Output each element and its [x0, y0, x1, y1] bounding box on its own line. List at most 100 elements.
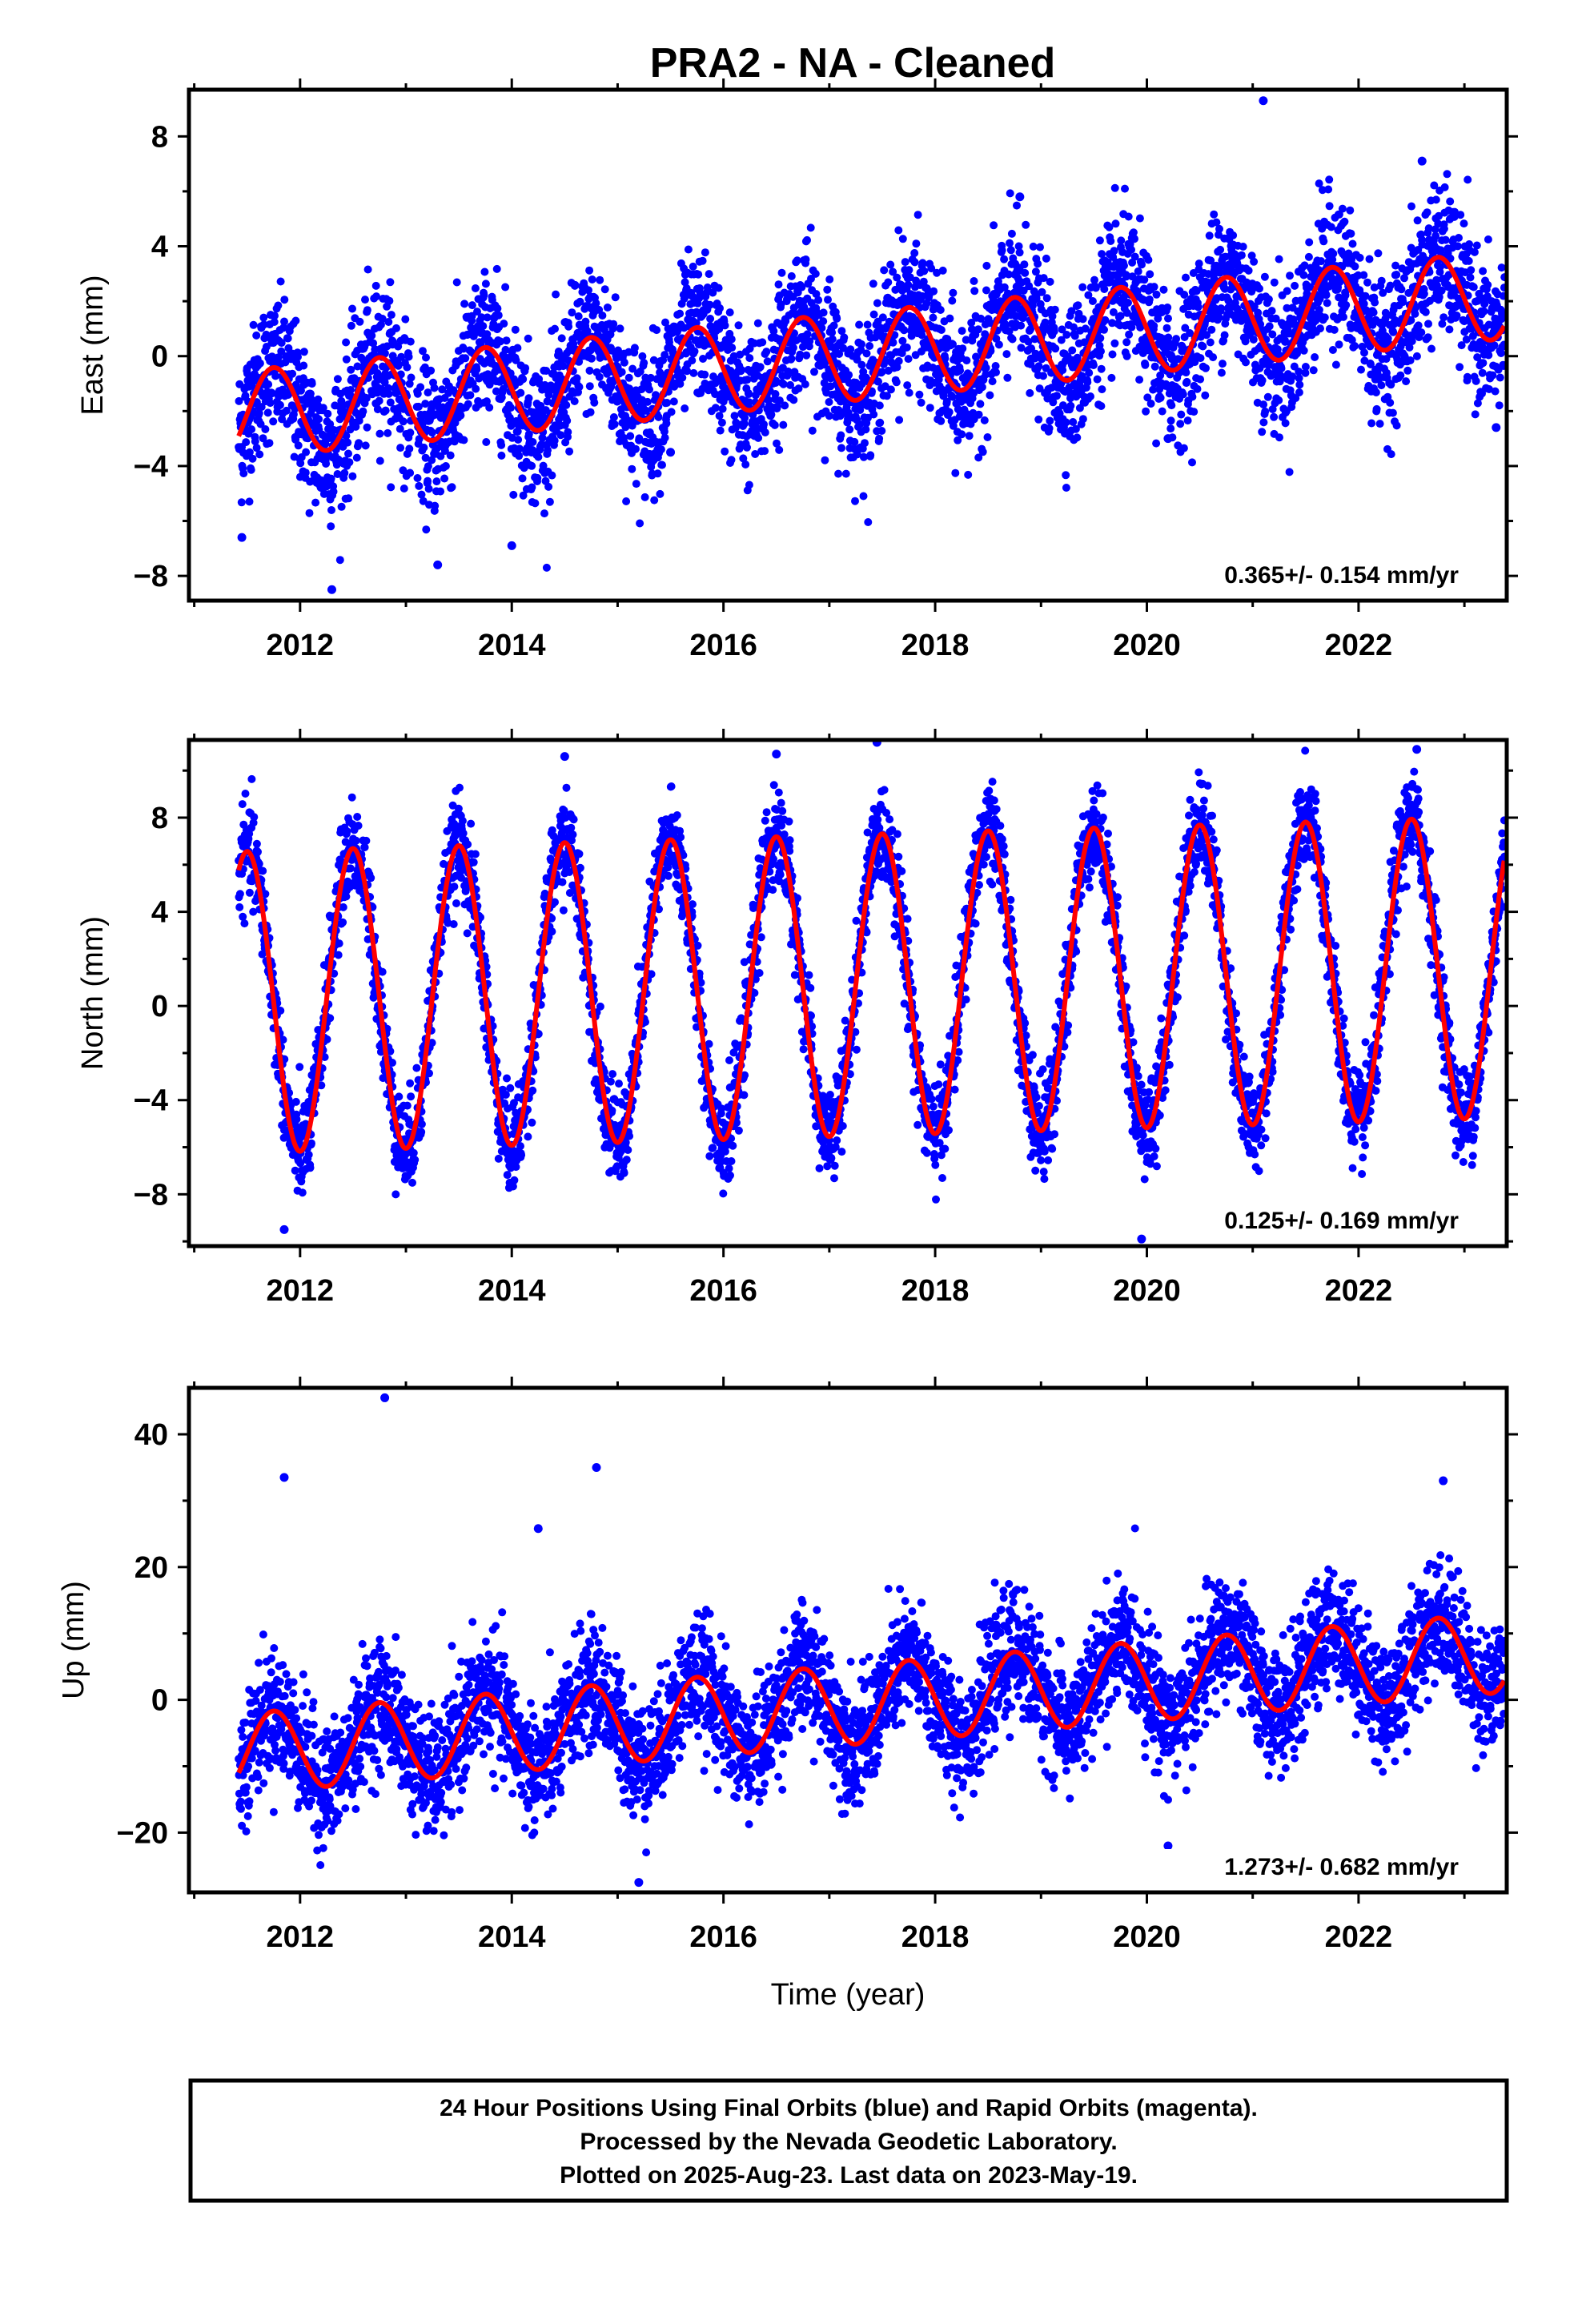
- data-point: [1317, 257, 1326, 266]
- data-point: [789, 396, 798, 404]
- data-point: [483, 313, 492, 322]
- data-point: [531, 499, 540, 508]
- data-point: [986, 319, 994, 328]
- data-point: [643, 397, 652, 406]
- data-point: [1404, 288, 1413, 297]
- data-point: [839, 344, 848, 352]
- data-point: [315, 415, 323, 424]
- data-point: [363, 265, 372, 274]
- data-point: [1212, 218, 1221, 227]
- data-point: [1411, 309, 1419, 318]
- data-point: [239, 469, 248, 478]
- data-point: [274, 301, 283, 310]
- data-point: [1068, 346, 1077, 355]
- data-point: [1439, 313, 1448, 322]
- data-point: [754, 433, 763, 442]
- data-point: [436, 487, 445, 496]
- data-point: [630, 344, 639, 352]
- y-tick-label: 8: [151, 120, 168, 154]
- data-point: [304, 1150, 313, 1159]
- data-point: [1250, 257, 1259, 266]
- data-point: [877, 427, 886, 435]
- data-point: [581, 317, 590, 326]
- data-point: [438, 385, 447, 394]
- data-point: [656, 489, 665, 498]
- data-point: [243, 369, 251, 378]
- data-point: [544, 391, 553, 399]
- data-point: [1215, 268, 1224, 277]
- data-point: [1484, 280, 1492, 289]
- data-point: [1177, 410, 1186, 419]
- data-point: [540, 509, 548, 518]
- data-point: [1179, 444, 1188, 452]
- data-point: [891, 285, 900, 294]
- data-point: [880, 266, 889, 275]
- data-point: [1311, 353, 1319, 361]
- data-point: [1154, 314, 1162, 323]
- data-point: [694, 270, 703, 279]
- data-point: [1034, 362, 1043, 371]
- data-point: [322, 460, 331, 468]
- data-point: [271, 312, 279, 320]
- data-point: [596, 275, 604, 284]
- data-point: [1341, 291, 1350, 300]
- data-point: [1472, 241, 1481, 250]
- data-point: [1436, 246, 1445, 255]
- data-point: [1301, 363, 1310, 371]
- data-point: [1022, 220, 1030, 229]
- data-point: [902, 343, 911, 352]
- data-point: [696, 284, 704, 292]
- data-point: [1124, 212, 1133, 221]
- data-point: [819, 308, 828, 317]
- data-point: [949, 421, 958, 430]
- data-point: [1320, 313, 1329, 322]
- data-point: [291, 316, 300, 325]
- data-point: [1496, 373, 1504, 382]
- data-point: [859, 492, 868, 501]
- data-point: [307, 380, 316, 388]
- data-point: [524, 334, 532, 343]
- data-point: [283, 334, 292, 343]
- data-point: [725, 308, 734, 317]
- data-point: [345, 458, 354, 467]
- data-point: [1039, 372, 1047, 380]
- data-point: [1000, 283, 1009, 292]
- data-point: [485, 403, 494, 412]
- data-point: [282, 406, 291, 415]
- data-point: [1021, 268, 1030, 277]
- data-point: [1051, 344, 1060, 353]
- data-point: [380, 378, 389, 387]
- data-point: [949, 288, 958, 297]
- data-point: [684, 245, 693, 254]
- data-point: [1485, 385, 1493, 393]
- data-point: [292, 1115, 301, 1124]
- data-point: [980, 416, 989, 424]
- data-point: [395, 1092, 404, 1101]
- data-point: [837, 327, 846, 336]
- data-point: [1237, 251, 1246, 259]
- data-point: [610, 420, 619, 428]
- data-point: [1388, 408, 1397, 417]
- x-tick-label: 2022: [1325, 629, 1393, 662]
- data-point: [1423, 333, 1432, 342]
- data-point: [930, 287, 938, 296]
- data-point: [1413, 216, 1422, 225]
- data-point: [714, 283, 723, 292]
- data-point: [1025, 282, 1034, 291]
- data-point: [327, 522, 335, 531]
- data-point: [420, 443, 428, 452]
- data-point: [515, 452, 524, 460]
- data-point: [904, 355, 913, 364]
- data-point: [1203, 331, 1211, 340]
- data-point: [1141, 360, 1150, 369]
- x-tick-label: 2014: [478, 629, 546, 662]
- x-tick-label: 2018: [901, 629, 970, 662]
- data-point: [1397, 285, 1406, 294]
- data-point: [1400, 274, 1408, 283]
- data-point: [1110, 183, 1119, 192]
- data-point: [375, 456, 384, 465]
- data-point: [1188, 458, 1196, 467]
- data-point: [701, 248, 709, 257]
- data-point: [545, 497, 554, 506]
